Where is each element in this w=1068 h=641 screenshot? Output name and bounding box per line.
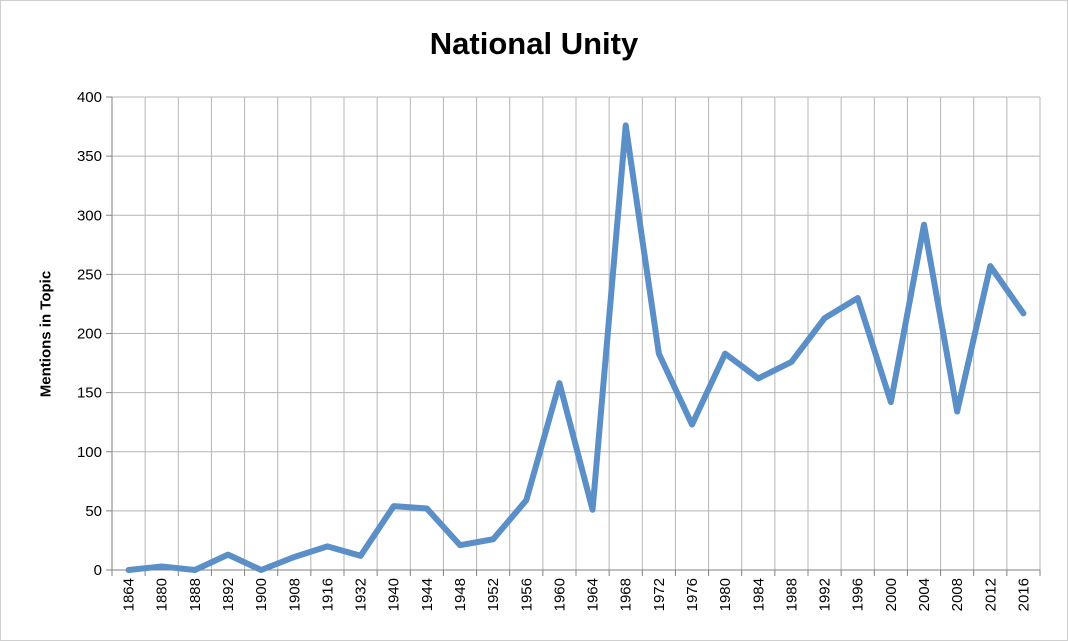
x-tick-label: 1968 <box>618 578 635 611</box>
grid-lines <box>112 96 1041 570</box>
x-tick-label: 1880 <box>154 578 171 611</box>
x-tick-label: 1916 <box>319 578 336 611</box>
x-tick-label: 1932 <box>353 578 370 611</box>
x-tick-label: 1888 <box>187 578 204 611</box>
y-tick-labels: 0 50 100 150 200 250 300 350 400 <box>77 89 102 579</box>
x-tick-label: 2008 <box>949 578 966 611</box>
chart-title: National Unity <box>429 26 639 61</box>
y-tick-label: 250 <box>77 266 102 283</box>
y-tick-label: 200 <box>77 326 102 343</box>
x-tick-label: 1892 <box>220 578 237 611</box>
y-tick-label: 100 <box>77 444 102 461</box>
y-tick-label: 400 <box>77 89 102 106</box>
x-tick-label: 1964 <box>585 578 602 611</box>
x-tick-label: 1984 <box>750 578 767 611</box>
y-tick-label: 150 <box>77 385 102 402</box>
y-tick-label: 300 <box>77 207 102 224</box>
series-line <box>125 122 1027 573</box>
x-tick-label: 1908 <box>286 578 303 611</box>
x-tick-label: 1956 <box>518 578 535 611</box>
x-tick-label: 1992 <box>817 578 834 611</box>
x-tick-label: 2012 <box>982 578 999 611</box>
x-tick-label: 1960 <box>551 578 568 611</box>
x-tick-label: 2004 <box>916 578 933 611</box>
y-tick-label: 350 <box>77 148 102 165</box>
x-tick-label: 1864 <box>121 578 138 611</box>
x-tick-label: 1952 <box>485 578 502 611</box>
y-tick-label: 0 <box>94 562 102 579</box>
y-tick-label: 50 <box>85 503 102 520</box>
x-tick-labels: 1864 1880 1888 1892 1900 1908 1916 1932 1940 1944… <box>121 578 1033 611</box>
x-tick-label: 1996 <box>850 578 867 611</box>
x-tick-label: 1944 <box>419 578 436 611</box>
x-tick-label: 2000 <box>883 578 900 611</box>
x-tick-label: 1980 <box>717 578 734 611</box>
axes <box>106 96 1041 576</box>
x-tick-label: 1900 <box>253 578 270 611</box>
x-tick-label: 1948 <box>452 578 469 611</box>
x-tick-label: 1988 <box>783 578 800 611</box>
x-tick-label: 1972 <box>651 578 668 611</box>
x-tick-label: 2016 <box>1015 578 1032 611</box>
x-tick-label: 1976 <box>684 578 701 611</box>
x-tick-label: 1940 <box>386 578 403 611</box>
series-lines <box>125 122 1027 573</box>
